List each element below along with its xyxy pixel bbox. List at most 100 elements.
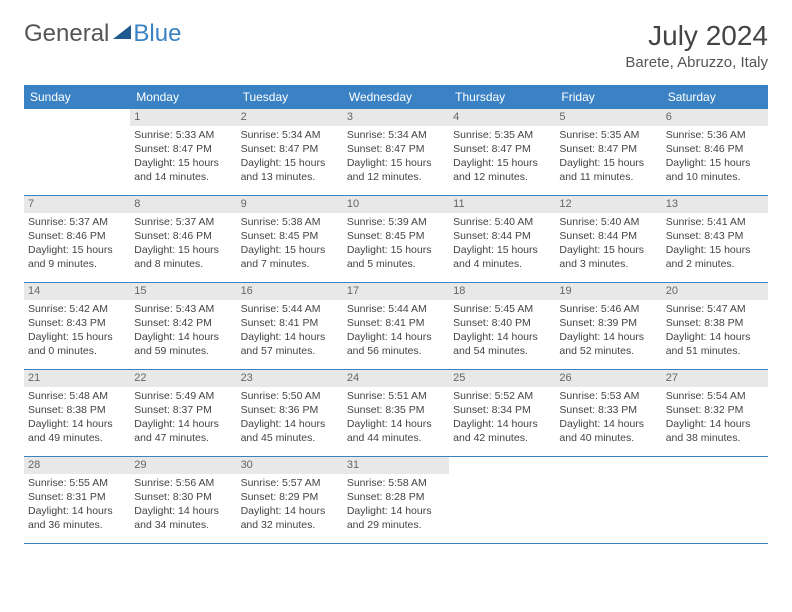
weekday-cell: Saturday [662,85,768,109]
day-text-line: Sunset: 8:28 PM [347,490,445,504]
day-text-line: Daylight: 15 hours [347,243,445,257]
day-text-line: Daylight: 15 hours [666,243,764,257]
day-number: 8 [130,196,236,213]
day-text-line: Daylight: 15 hours [134,243,232,257]
day-cell: 8Sunrise: 5:37 AMSunset: 8:46 PMDaylight… [130,196,236,282]
day-number: 19 [555,283,661,300]
day-text-line: Sunrise: 5:34 AM [241,128,339,142]
day-cell: 30Sunrise: 5:57 AMSunset: 8:29 PMDayligh… [237,457,343,543]
day-text-line: Sunrise: 5:37 AM [28,215,126,229]
day-cell: 3Sunrise: 5:34 AMSunset: 8:47 PMDaylight… [343,109,449,195]
day-text-line: and 29 minutes. [347,518,445,532]
weekday-cell: Wednesday [343,85,449,109]
day-text-line: and 40 minutes. [559,431,657,445]
day-text-line: Daylight: 15 hours [559,243,657,257]
day-text-line: Daylight: 15 hours [28,330,126,344]
day-text-line: Sunrise: 5:44 AM [241,302,339,316]
day-number: 23 [237,370,343,387]
day-number: 20 [662,283,768,300]
day-number: 16 [237,283,343,300]
day-cell: 19Sunrise: 5:46 AMSunset: 8:39 PMDayligh… [555,283,661,369]
day-text-line: Sunrise: 5:42 AM [28,302,126,316]
day-text-line: Daylight: 14 hours [559,417,657,431]
day-text-line: Sunrise: 5:35 AM [453,128,551,142]
day-text-line: Sunset: 8:47 PM [347,142,445,156]
day-text-line: Sunset: 8:43 PM [28,316,126,330]
day-number: 15 [130,283,236,300]
weekday-header-row: SundayMondayTuesdayWednesdayThursdayFrid… [24,85,768,109]
day-cell: 4Sunrise: 5:35 AMSunset: 8:47 PMDaylight… [449,109,555,195]
day-text-line: and 42 minutes. [453,431,551,445]
day-cell: 5Sunrise: 5:35 AMSunset: 8:47 PMDaylight… [555,109,661,195]
day-text-line: Sunset: 8:46 PM [28,229,126,243]
day-text-line: Sunset: 8:38 PM [28,403,126,417]
day-text-line: Daylight: 14 hours [666,417,764,431]
day-text-line: Sunrise: 5:40 AM [453,215,551,229]
day-number: 4 [449,109,555,126]
day-text-line: Sunset: 8:45 PM [347,229,445,243]
week-row: 7Sunrise: 5:37 AMSunset: 8:46 PMDaylight… [24,196,768,283]
day-text-line: Sunrise: 5:33 AM [134,128,232,142]
day-text-line: Sunrise: 5:57 AM [241,476,339,490]
day-number: 28 [24,457,130,474]
day-text-line: Daylight: 14 hours [347,504,445,518]
day-text-line: Sunset: 8:45 PM [241,229,339,243]
day-cell [24,109,130,195]
day-text-line: and 0 minutes. [28,344,126,358]
day-cell: 26Sunrise: 5:53 AMSunset: 8:33 PMDayligh… [555,370,661,456]
day-text-line: Sunrise: 5:56 AM [134,476,232,490]
day-text-line: Sunrise: 5:36 AM [666,128,764,142]
day-text-line: Sunrise: 5:38 AM [241,215,339,229]
day-text-line: and 12 minutes. [347,170,445,184]
day-text-line: Sunrise: 5:46 AM [559,302,657,316]
day-text-line: Sunset: 8:47 PM [241,142,339,156]
day-cell: 24Sunrise: 5:51 AMSunset: 8:35 PMDayligh… [343,370,449,456]
day-text-line: and 32 minutes. [241,518,339,532]
week-row: 21Sunrise: 5:48 AMSunset: 8:38 PMDayligh… [24,370,768,457]
day-text-line: Sunset: 8:38 PM [666,316,764,330]
day-text-line: and 11 minutes. [559,170,657,184]
day-text-line: and 44 minutes. [347,431,445,445]
day-text-line: and 51 minutes. [666,344,764,358]
day-cell: 2Sunrise: 5:34 AMSunset: 8:47 PMDaylight… [237,109,343,195]
day-text-line: and 36 minutes. [28,518,126,532]
day-text-line: Sunset: 8:30 PM [134,490,232,504]
day-text-line: Sunrise: 5:37 AM [134,215,232,229]
logo-triangle-icon [113,25,131,39]
day-cell: 14Sunrise: 5:42 AMSunset: 8:43 PMDayligh… [24,283,130,369]
day-text-line: and 4 minutes. [453,257,551,271]
day-text-line: and 47 minutes. [134,431,232,445]
logo-text-general: General [24,20,109,48]
day-text-line: Daylight: 15 hours [666,156,764,170]
title-block: July 2024 Barete, Abruzzo, Italy [625,20,768,71]
day-text-line: and 45 minutes. [241,431,339,445]
day-number: 21 [24,370,130,387]
day-number: 29 [130,457,236,474]
day-text-line: Daylight: 15 hours [453,243,551,257]
day-text-line: and 3 minutes. [559,257,657,271]
day-text-line: and 10 minutes. [666,170,764,184]
day-text-line: Sunset: 8:47 PM [134,142,232,156]
day-cell: 27Sunrise: 5:54 AMSunset: 8:32 PMDayligh… [662,370,768,456]
day-text-line: Daylight: 15 hours [347,156,445,170]
day-text-line: and 8 minutes. [134,257,232,271]
day-cell: 6Sunrise: 5:36 AMSunset: 8:46 PMDaylight… [662,109,768,195]
day-text-line: and 2 minutes. [666,257,764,271]
day-number: 7 [24,196,130,213]
day-text-line: Sunrise: 5:58 AM [347,476,445,490]
day-text-line: Daylight: 14 hours [666,330,764,344]
day-text-line: and 38 minutes. [666,431,764,445]
day-text-line: and 12 minutes. [453,170,551,184]
day-cell: 21Sunrise: 5:48 AMSunset: 8:38 PMDayligh… [24,370,130,456]
day-cell [449,457,555,543]
header: General Blue July 2024 Barete, Abruzzo, … [24,20,768,71]
day-text-line: Sunset: 8:42 PM [134,316,232,330]
day-text-line: Sunrise: 5:41 AM [666,215,764,229]
day-cell: 29Sunrise: 5:56 AMSunset: 8:30 PMDayligh… [130,457,236,543]
day-text-line: Sunrise: 5:40 AM [559,215,657,229]
day-cell: 13Sunrise: 5:41 AMSunset: 8:43 PMDayligh… [662,196,768,282]
day-text-line: Sunrise: 5:51 AM [347,389,445,403]
day-text-line: Daylight: 14 hours [241,330,339,344]
day-text-line: Sunset: 8:29 PM [241,490,339,504]
day-cell: 20Sunrise: 5:47 AMSunset: 8:38 PMDayligh… [662,283,768,369]
